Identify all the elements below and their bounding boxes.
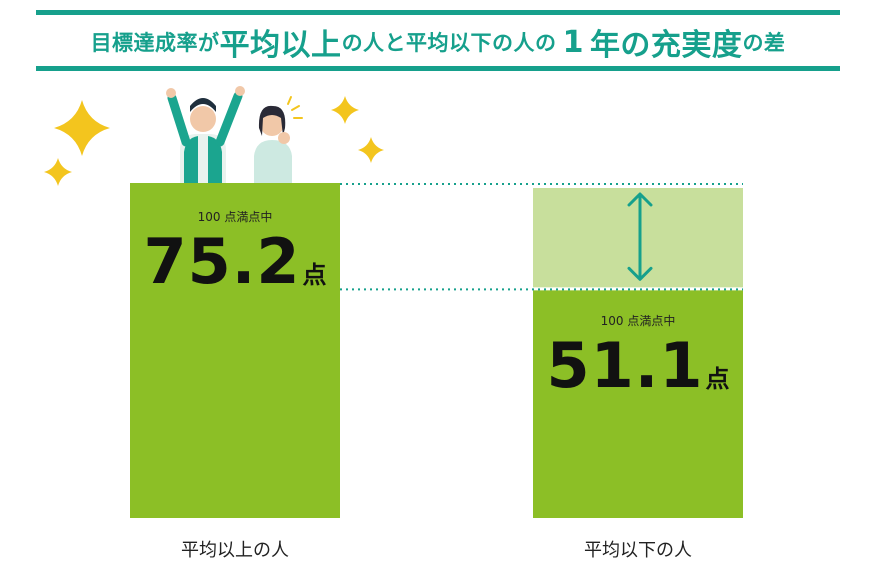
bar-value-above: 75.2点 (130, 231, 340, 293)
bar-note-above: 100 点満点中 (197, 210, 273, 224)
chart-marks (44, 96, 743, 518)
bar-text-below: 100 点満点中 51.1点 (533, 312, 743, 397)
woman-hands (278, 132, 290, 144)
man-hand-right (235, 86, 245, 96)
title-top-rule (36, 10, 840, 15)
unit-label-below: 点 (705, 365, 730, 393)
arrow-head-up (627, 192, 653, 207)
woman-top (254, 140, 292, 184)
sparkle-icon (44, 158, 72, 186)
man-jacket-right (208, 136, 222, 184)
bar-1 (533, 290, 743, 518)
man-arm-right (215, 91, 243, 147)
bar-value-below: 51.1点 (533, 335, 743, 397)
woman-head (260, 112, 284, 136)
sparkle-icon (54, 100, 110, 156)
unit-label-above: 点 (302, 261, 327, 289)
value-label-above: 75.2 (143, 225, 301, 298)
man-jacket-left (184, 136, 198, 184)
title-part: の人と平均以下の人の (341, 31, 557, 55)
title-part: 目標達成率が (90, 31, 220, 55)
chart-title: 目標達成率が 平均以上 の人と平均以下の人の 1 年の充実度 の差 (36, 18, 840, 66)
clap-lines (287, 96, 303, 119)
bar-note-below: 100 点満点中 (600, 314, 676, 328)
sparkle-icon (358, 137, 384, 163)
man-hair (190, 98, 216, 112)
bar-text-above: 100 点満点中 75.2点 (130, 208, 340, 293)
title-part: 平均以上 (219, 28, 342, 63)
title-bottom-rule (36, 66, 840, 71)
man-hand-left (166, 88, 176, 98)
category-label-above: 平均以上の人 (181, 540, 289, 561)
sparkle-icon (331, 96, 359, 124)
title-part: 1 (562, 24, 584, 60)
category-label-below: 平均以下の人 (584, 540, 692, 561)
bar-0 (130, 183, 340, 518)
people-cheering-illustration (166, 86, 303, 184)
title-part: の差 (742, 31, 786, 55)
difference-band (533, 188, 743, 288)
title-part: 年の充実度 (589, 28, 743, 63)
man-arm-left (167, 93, 191, 147)
value-label-below: 51.1 (546, 329, 704, 402)
arrow-head-down (627, 266, 653, 281)
man-head (190, 106, 216, 132)
woman-hair (258, 105, 286, 136)
